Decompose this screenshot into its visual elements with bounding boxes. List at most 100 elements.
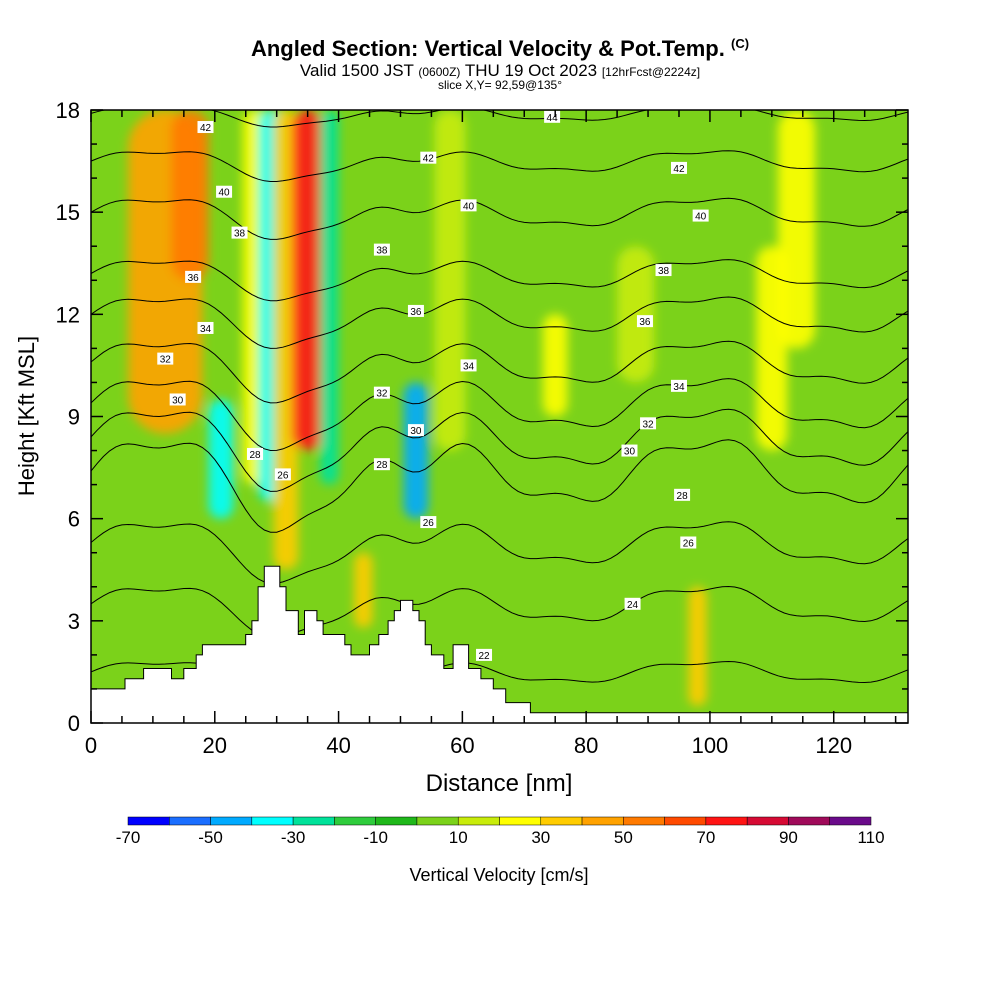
isentrope-34 xyxy=(91,340,908,404)
x-tick-label: 120 xyxy=(815,733,852,758)
svg-text:36: 36 xyxy=(639,317,651,328)
x-tick-label: 100 xyxy=(692,733,729,758)
contour-label-21: 30 xyxy=(621,444,638,458)
svg-text:40: 40 xyxy=(463,201,475,212)
x-tick-label: 0 xyxy=(85,733,97,758)
plot-area: 4244424240404038383836363634343432323230… xyxy=(14,98,909,797)
svg-text:42: 42 xyxy=(200,123,212,134)
colorbar-tick-label: 30 xyxy=(531,828,550,847)
contour-label-5: 40 xyxy=(460,199,477,212)
velocity-core-6 xyxy=(292,110,324,451)
isentrope-26 xyxy=(91,521,908,584)
y-tick-label: 9 xyxy=(68,405,80,430)
svg-text:44: 44 xyxy=(547,113,559,124)
svg-text:38: 38 xyxy=(234,229,246,240)
colorbar-swatch xyxy=(416,816,459,826)
colorbar-swatch xyxy=(540,816,583,826)
isentrope-28 xyxy=(91,439,908,533)
valid-date: THU 19 Oct 2023 xyxy=(464,61,598,80)
colorbar-swatch xyxy=(210,816,253,826)
contour-label-28: 24 xyxy=(624,597,641,611)
x-tick-label: 20 xyxy=(203,733,227,758)
velocity-core-12 xyxy=(617,246,655,383)
contour-label-20: 30 xyxy=(407,424,424,437)
contour-label-22: 28 xyxy=(247,447,264,461)
colorbar-swatch xyxy=(746,816,789,826)
contour-label-0: 42 xyxy=(197,121,214,134)
contour-label-9: 38 xyxy=(655,264,672,277)
contour-label-13: 34 xyxy=(197,321,214,335)
colorbar-tick-label: 70 xyxy=(696,828,715,847)
contour-label-2: 42 xyxy=(420,151,437,165)
isentrope-30 xyxy=(91,408,908,492)
colorbar-swatch xyxy=(499,816,542,826)
contour-label-25: 26 xyxy=(274,468,291,481)
svg-text:34: 34 xyxy=(673,382,685,393)
colorbar-label: Vertical Velocity [cm/s] xyxy=(409,865,588,885)
x-tick-label: 60 xyxy=(450,733,474,758)
colorbar-swatch xyxy=(457,816,500,826)
colorbar-swatch xyxy=(169,816,211,826)
isentrope-labels: 42 44 42 42 40 40 40 38 38 38 36 36 36 34 34 34 32 32 32 30… xyxy=(157,110,709,662)
colorbar-swatch xyxy=(292,816,335,826)
contour-label-8: 38 xyxy=(373,243,390,257)
colorbar-swatch xyxy=(788,816,830,826)
svg-text:32: 32 xyxy=(642,419,654,430)
svg-text:32: 32 xyxy=(160,355,172,366)
isentrope-42 xyxy=(91,150,908,182)
x-axis-label: Distance [nm] xyxy=(426,770,573,797)
colorbar-swatch xyxy=(127,816,170,826)
y-tick-label: 15 xyxy=(56,200,80,225)
chart-title: Angled Section: Vertical Velocity & Pot.… xyxy=(0,36,1000,62)
isentrope-36 xyxy=(91,296,908,349)
isentrope-24 xyxy=(91,585,908,639)
valid-time: Valid 1500 JST (0600Z) THU 19 Oct 2023 [… xyxy=(0,61,1000,81)
contour-label-6: 40 xyxy=(692,209,709,223)
contour-label-11: 36 xyxy=(407,304,424,318)
isentrope-32 xyxy=(91,378,908,452)
svg-text:26: 26 xyxy=(277,470,289,481)
y-tick-label: 6 xyxy=(68,507,80,532)
colorbar-tick-label: -30 xyxy=(281,828,306,847)
contour-label-18: 32 xyxy=(640,417,657,430)
slice-info: slice X,Y= 92,59@135° xyxy=(437,78,563,92)
svg-text:26: 26 xyxy=(423,518,435,529)
svg-text:36: 36 xyxy=(188,273,200,284)
contour-label-23: 28 xyxy=(373,458,390,471)
svg-text:30: 30 xyxy=(172,395,184,406)
velocity-core-13 xyxy=(688,586,707,706)
contour-label-3: 42 xyxy=(670,161,687,175)
contour-label-24: 28 xyxy=(674,488,691,502)
svg-text:30: 30 xyxy=(410,426,422,437)
contour-label-16: 32 xyxy=(157,352,174,366)
colorbar-tick-label: 10 xyxy=(449,828,468,847)
isentrope-lines xyxy=(91,110,908,693)
svg-text:36: 36 xyxy=(410,307,422,318)
contour-label-14: 34 xyxy=(460,359,477,372)
svg-text:26: 26 xyxy=(683,539,695,550)
colorbar: -70 -50 -30 -10 10 30 50 70 90 110 xyxy=(116,816,885,847)
velocity-core-9 xyxy=(403,382,429,519)
svg-text:34: 34 xyxy=(200,324,212,335)
contour-label-19: 30 xyxy=(169,393,186,406)
svg-text:38: 38 xyxy=(658,266,670,277)
contour-label-1: 44 xyxy=(544,110,561,124)
svg-text:34: 34 xyxy=(463,361,475,372)
colorbar-tick-label: -10 xyxy=(363,828,388,847)
colorbar-swatch xyxy=(829,816,872,826)
svg-text:30: 30 xyxy=(624,447,636,458)
colorbar-tick-label: 110 xyxy=(857,828,884,847)
svg-text:24: 24 xyxy=(627,600,639,611)
velocity-core-8 xyxy=(354,552,373,628)
velocity-core-2 xyxy=(208,399,234,519)
velocity-core-1 xyxy=(171,110,209,281)
axis-ticks xyxy=(90,109,908,724)
isentrope-40 xyxy=(91,197,908,240)
terrain xyxy=(90,565,909,724)
svg-text:28: 28 xyxy=(677,491,689,502)
svg-text:38: 38 xyxy=(376,246,388,257)
colorbar-swatch xyxy=(581,816,624,826)
valid-forecast: [12hrFcst@2224z] xyxy=(601,65,701,79)
